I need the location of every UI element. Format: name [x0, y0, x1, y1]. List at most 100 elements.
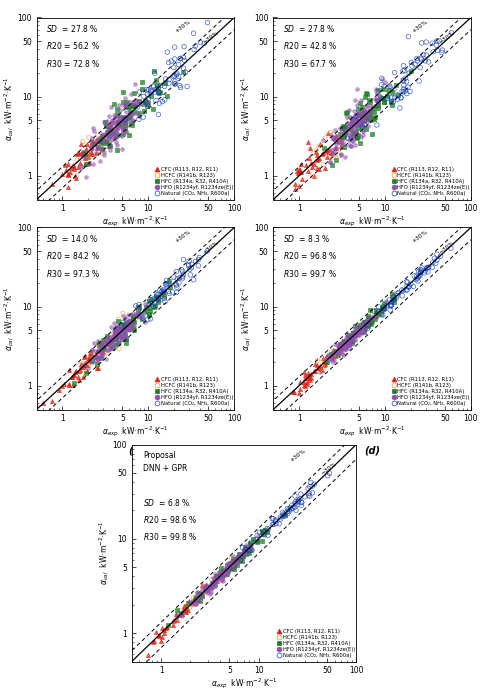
Point [346, 132, 354, 143]
Point [155, 87, 163, 98]
Point [325, 350, 332, 361]
Point [232, 555, 240, 566]
Point [222, 565, 229, 576]
Point [233, 554, 241, 565]
Point [110, 318, 118, 329]
Point [341, 141, 348, 153]
Point [368, 313, 376, 324]
Point [322, 356, 330, 368]
Point [163, 90, 171, 101]
Point [139, 313, 147, 324]
Point [355, 110, 363, 121]
Point [185, 256, 193, 267]
Point [352, 113, 360, 125]
Point [106, 141, 114, 152]
Point [69, 369, 77, 380]
Point [48, 395, 56, 407]
Point [122, 106, 130, 118]
Point [364, 321, 372, 332]
Point [264, 523, 271, 534]
Point [96, 345, 104, 356]
Point [428, 262, 436, 273]
Point [113, 129, 121, 140]
Point [108, 114, 116, 125]
Point [99, 334, 106, 345]
Point [106, 119, 114, 130]
Point [109, 333, 117, 344]
Point [118, 334, 126, 345]
Point [207, 587, 215, 598]
Point [171, 53, 179, 64]
Text: $SD$  = 6.8 %
$R20$ = 98.6 %
$R30$ = 99.8 %: $SD$ = 6.8 % $R20$ = 98.6 % $R30$ = 99.8… [143, 496, 197, 542]
Point [105, 340, 113, 351]
Point [150, 65, 158, 76]
Point [373, 89, 381, 100]
Point [105, 132, 113, 144]
Point [355, 118, 363, 130]
Point [115, 324, 122, 335]
Point [353, 328, 361, 339]
Point [354, 330, 362, 341]
Point [352, 322, 360, 333]
Point [248, 545, 256, 556]
Point [118, 131, 125, 142]
Point [94, 336, 102, 347]
Point [246, 538, 254, 549]
Point [380, 302, 387, 314]
Point [121, 120, 129, 131]
Point [206, 582, 214, 594]
Point [130, 87, 138, 98]
Point [345, 104, 352, 116]
Point [349, 130, 357, 141]
Point [124, 319, 132, 330]
Point [160, 624, 168, 636]
Point [222, 566, 230, 577]
Point [102, 129, 110, 140]
Point [93, 363, 101, 374]
Point [356, 120, 364, 131]
Point [105, 130, 113, 141]
Point [361, 316, 369, 328]
Point [91, 351, 99, 362]
Point [184, 605, 192, 616]
Point [188, 600, 196, 611]
Point [125, 323, 133, 335]
Point [258, 526, 266, 537]
Point [438, 47, 446, 58]
Point [176, 80, 184, 91]
Point [135, 304, 142, 315]
Point [341, 342, 349, 353]
Point [328, 160, 336, 171]
Point [367, 314, 375, 325]
Point [102, 120, 110, 131]
Point [175, 277, 183, 288]
Point [307, 368, 315, 379]
Point [181, 601, 188, 612]
Point [323, 151, 331, 162]
Point [106, 136, 114, 148]
Point [297, 489, 305, 500]
Point [331, 150, 339, 162]
Point [404, 81, 412, 92]
Point [363, 100, 371, 111]
Point [118, 327, 126, 338]
Point [195, 589, 203, 600]
Point [239, 550, 247, 561]
Point [96, 147, 104, 158]
Point [229, 556, 237, 567]
Point [319, 359, 326, 370]
Point [97, 338, 104, 349]
Point [119, 326, 126, 337]
Point [108, 343, 116, 354]
Point [105, 144, 113, 155]
Point [366, 318, 374, 330]
Point [189, 599, 197, 610]
Point [228, 561, 236, 573]
Point [360, 116, 368, 127]
Point [40, 398, 47, 409]
Point [133, 309, 141, 321]
Point [236, 554, 244, 565]
Point [295, 494, 303, 505]
Point [97, 344, 105, 356]
Point [423, 262, 431, 274]
